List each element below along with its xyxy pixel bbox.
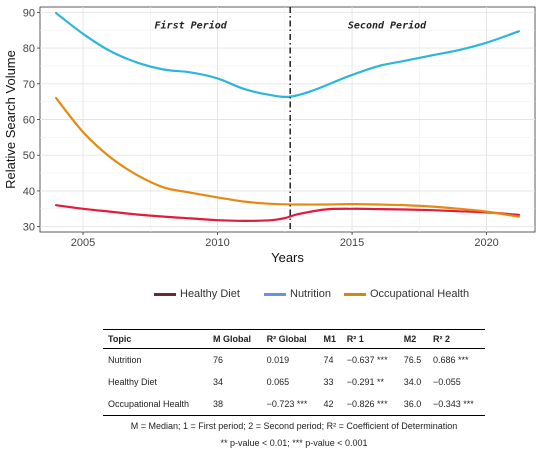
- x-tick-label: 2020: [474, 237, 498, 249]
- legend-label-nutrition: Nutrition: [290, 288, 331, 300]
- header-topic: Topic: [103, 329, 208, 349]
- legend-label-occupational-health: Occupational Health: [370, 288, 470, 300]
- table-cell: 76: [212, 355, 223, 365]
- table-cell: Nutrition: [108, 355, 142, 365]
- table-note-definitions: M = Median; 1 = First period; 2 = Second…: [130, 421, 458, 431]
- series-lines: [55, 12, 520, 222]
- legend-label-healthy-diet: Healthy Diet: [180, 288, 240, 300]
- y-tick-label: 80: [23, 43, 35, 55]
- annotation-first-period: First Period: [155, 19, 228, 31]
- header-m2: M2: [398, 329, 428, 349]
- y-axis-label: Relative Search Volume: [3, 50, 18, 189]
- table-cell: −0.637 ***: [346, 355, 388, 365]
- table-note-significance: ** p-value < 0.01; *** p-value < 0.001: [220, 438, 368, 448]
- table-cell: −0.826 ***: [341, 393, 399, 416]
- x-tick-label: 2010: [205, 237, 229, 249]
- header-r2-global: R² Global: [261, 329, 319, 349]
- y-tick-label: 60: [23, 115, 35, 127]
- header-m-global: M Global: [207, 329, 262, 349]
- x-tick-label: 2005: [71, 237, 95, 249]
- series-line-occupational-health: [55, 97, 520, 218]
- table-cell: 33: [323, 377, 334, 387]
- x-tick-label: 2015: [340, 237, 364, 249]
- line-chart: First Period Second Period 2005 2010 2015 2…: [3, 6, 536, 265]
- table-cell: 0.019: [266, 355, 290, 365]
- header-r2-2: R² 2: [427, 329, 485, 349]
- legend-key-healthy-diet: [154, 293, 176, 296]
- table-cell: −0.723 ***: [261, 393, 319, 416]
- header-r2-1: R² 1: [341, 329, 399, 349]
- table-row: Nutrition 76 0.019 74 −0.637 *** 76.5 0.…: [103, 349, 485, 372]
- y-tick-label: 70: [23, 79, 35, 91]
- legend: Healthy Diet Nutrition Occupational Heal…: [0, 287, 550, 303]
- table-cell: 42: [318, 393, 342, 416]
- header-m1: M1: [318, 329, 342, 349]
- series-line-nutrition: [55, 12, 520, 99]
- table-cell: 34: [212, 377, 223, 387]
- y-tick-label: 90: [23, 7, 35, 19]
- table-cell: 74: [323, 355, 334, 365]
- x-axis-label: Years: [271, 250, 304, 265]
- table-cell: 34.0: [403, 377, 422, 387]
- table-cell: Occupational Health: [103, 393, 208, 416]
- statistics-table: Topic M Global R² Global M1 R² 1 M2 R² 2…: [103, 329, 485, 450]
- table-cell: 0.065: [266, 377, 290, 387]
- table-cell: 76.5: [403, 355, 422, 365]
- table-row: Occupational Health 38 −0.723 *** 42 −0.…: [103, 393, 485, 416]
- table-cell: −0.055: [432, 377, 461, 387]
- table-cell: Healthy Diet: [108, 377, 158, 387]
- y-axis-ticks: 30 40 50 60 70 80 90: [23, 7, 40, 234]
- y-tick-label: 50: [23, 150, 35, 162]
- y-tick-label: 40: [23, 186, 35, 198]
- legend-key-nutrition: [264, 293, 286, 296]
- grid-lines: [40, 7, 535, 232]
- legend-key-occupational-health: [344, 293, 366, 296]
- x-axis-ticks: 2005 2010 2015 2020: [71, 232, 499, 249]
- table-cell: −0.343 ***: [427, 393, 485, 416]
- series-line-healthy-diet: [55, 204, 520, 222]
- table-cell: 0.686 ***: [432, 355, 469, 365]
- table-cell: −0.291 **: [346, 377, 385, 387]
- annotation-second-period: Second Period: [348, 19, 427, 31]
- table-cell: 38: [207, 393, 262, 416]
- table-header-row: Topic M Global R² Global M1 R² 1 M2 R² 2: [103, 329, 485, 349]
- y-tick-label: 30: [23, 222, 35, 234]
- table-cell: 36.0: [398, 393, 428, 416]
- table-row: Healthy Diet 34 0.065 33 −0.291 ** 34.0 …: [103, 371, 485, 393]
